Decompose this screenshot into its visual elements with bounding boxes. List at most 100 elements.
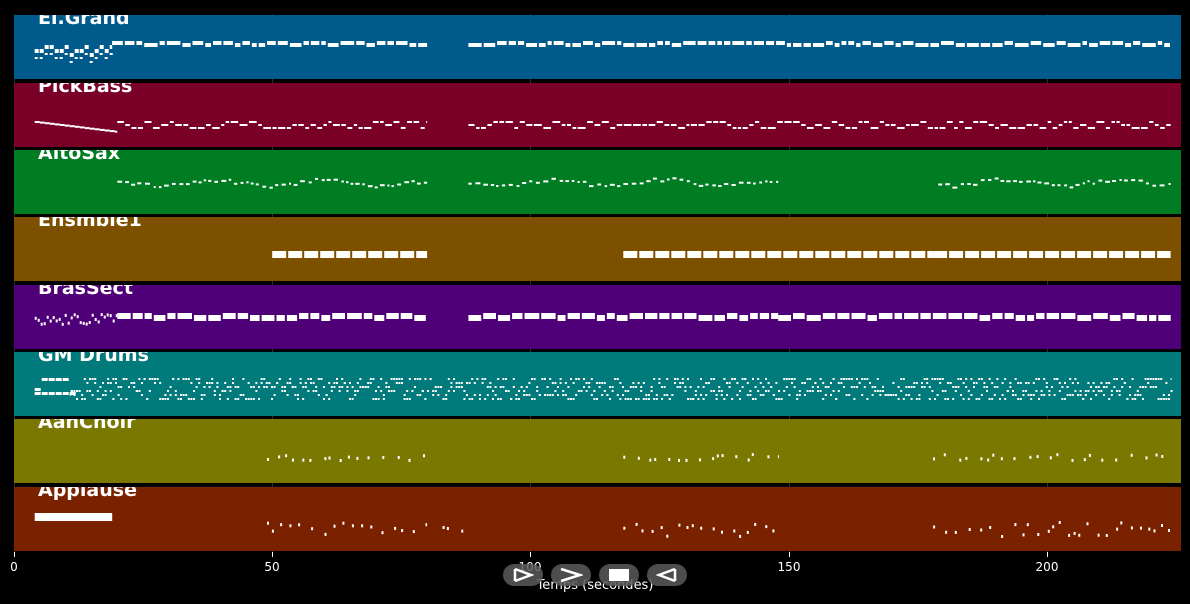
note: [988, 398, 991, 400]
note: [655, 251, 670, 258]
note: [1032, 394, 1035, 396]
track-lane-el-grand[interactable]: El.Grand: [14, 15, 1181, 79]
note: [911, 124, 919, 126]
note: [551, 382, 554, 384]
note: [468, 382, 471, 384]
x-tick-label: 200: [1035, 560, 1059, 574]
note: [315, 177, 318, 180]
note: [69, 125, 75, 128]
track-lane-pickbass[interactable]: PickBass: [14, 83, 1181, 147]
note: [648, 124, 656, 126]
note: [372, 378, 375, 380]
note: [1100, 382, 1103, 384]
note: [863, 378, 866, 380]
note: [1105, 382, 1108, 384]
note: [376, 41, 386, 45]
note: [34, 49, 39, 53]
note: [838, 124, 845, 126]
note: [359, 378, 362, 380]
note: [106, 313, 109, 317]
note: [577, 181, 580, 183]
note: [945, 530, 948, 534]
note: [637, 398, 640, 400]
note: [931, 390, 934, 392]
note: [91, 394, 94, 396]
note: [697, 386, 700, 388]
note: [347, 313, 362, 319]
note: [1073, 127, 1079, 129]
track-lane-ensmble1[interactable]: Ensmble1: [14, 217, 1181, 281]
note: [359, 386, 362, 388]
note: [156, 378, 159, 380]
track-lane-gm-drums[interactable]: GM Drums: [14, 352, 1181, 416]
note: [198, 382, 201, 384]
note: [395, 378, 398, 380]
note: [476, 127, 480, 129]
note: [289, 382, 292, 384]
note: [1039, 127, 1047, 129]
note-texture: [117, 177, 1171, 189]
note: [830, 394, 832, 396]
note: [466, 394, 468, 396]
track-lane-brassect[interactable]: BrasSect: [14, 285, 1181, 349]
note: [770, 386, 773, 388]
stop-button[interactable]: [599, 564, 639, 586]
note: [58, 317, 61, 321]
note: [674, 382, 676, 384]
note: [1168, 394, 1170, 396]
rewind-button[interactable]: [647, 564, 687, 586]
note: [930, 43, 939, 47]
note: [637, 382, 640, 384]
note: [79, 321, 82, 325]
note: [742, 127, 748, 129]
note: [434, 390, 437, 392]
note: [543, 127, 551, 129]
note: [1160, 127, 1165, 129]
note: [250, 182, 254, 185]
note: [799, 251, 814, 258]
note: [1092, 390, 1095, 392]
note: [1019, 398, 1022, 400]
track-lane-altosax[interactable]: AltoSax: [14, 150, 1181, 214]
note: [1165, 382, 1168, 384]
fast-forward-button[interactable]: [551, 564, 591, 586]
note: [629, 386, 632, 388]
chevron-right-icon: [560, 567, 583, 583]
note: [237, 398, 240, 400]
note: [746, 41, 752, 45]
note: [185, 394, 188, 396]
note: [393, 378, 396, 380]
note: [486, 394, 489, 396]
note: [837, 382, 840, 384]
note: [1166, 124, 1171, 126]
track-name-label: PickBass: [38, 83, 133, 97]
note: [1088, 453, 1091, 457]
note: [1160, 378, 1163, 380]
note: [1045, 251, 1060, 258]
track-lane-aahchoir[interactable]: AahChoir: [14, 419, 1181, 483]
note: [723, 398, 726, 400]
note: [221, 124, 225, 126]
note: [84, 127, 90, 130]
track-lane-applause[interactable]: Applause: [14, 487, 1181, 551]
note: [94, 57, 98, 59]
note: [938, 183, 943, 186]
note: [778, 398, 780, 400]
note: [55, 319, 58, 323]
note: [1022, 390, 1025, 392]
note: [663, 394, 666, 396]
note: [700, 378, 702, 380]
note: [765, 378, 767, 380]
note: [801, 124, 806, 126]
note: [505, 121, 513, 123]
note: [151, 378, 154, 380]
note: [73, 394, 76, 396]
note: [289, 378, 292, 380]
note: [822, 382, 825, 384]
note: [900, 390, 903, 392]
note: [639, 182, 644, 185]
note: [968, 528, 971, 531]
play-button[interactable]: [503, 564, 543, 586]
note: [698, 184, 704, 187]
